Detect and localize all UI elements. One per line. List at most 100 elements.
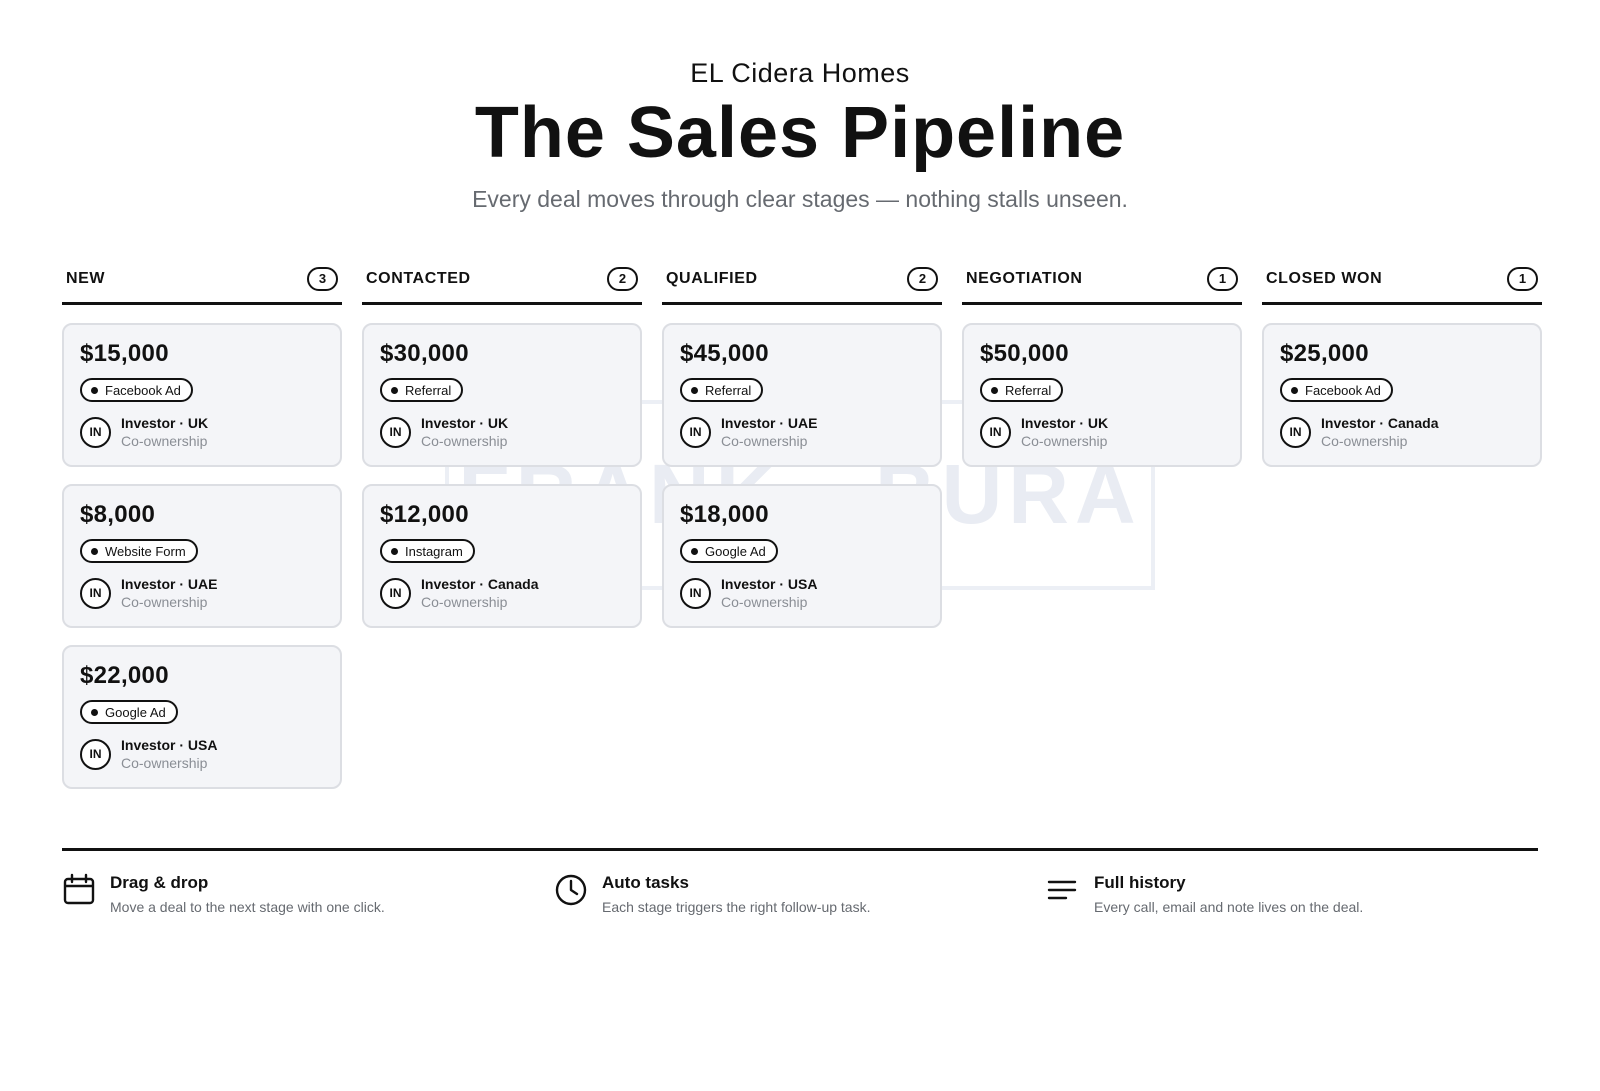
- deal-card[interactable]: $8,000 Website Form IN Investor · UAE Co-…: [62, 484, 342, 628]
- column-count-badge: 3: [307, 266, 338, 291]
- contact-name: Investor · Canada: [1321, 415, 1439, 431]
- contact-name: Investor · USA: [121, 737, 218, 753]
- column-header: NEGOTIATION 1: [962, 255, 1242, 305]
- feature-auto-tasks: Auto tasks Each stage triggers the right…: [554, 873, 1046, 915]
- feature-description: Each stage triggers the right follow-up …: [602, 899, 871, 915]
- avatar: IN: [80, 577, 111, 609]
- deal-amount: $8,000: [80, 501, 156, 528]
- source-tag: Website Form: [80, 539, 198, 563]
- deal-type: Co-ownership: [121, 755, 208, 771]
- deal-contact: IN Investor · UK Co-ownership: [80, 414, 324, 450]
- stage-column-closed-won: CLOSED WON 1 $25,000 Facebook Ad IN Inve…: [1262, 255, 1542, 806]
- deal-contact: IN Investor · USA Co-ownership: [680, 575, 924, 611]
- deal-card[interactable]: $12,000 Instagram IN Investor · Canada Co…: [362, 484, 642, 628]
- source-tag: Google Ad: [680, 539, 778, 563]
- deal-contact: IN Investor · UAE Co-ownership: [80, 575, 324, 611]
- page-title: The Sales Pipeline: [474, 93, 1126, 173]
- deal-card[interactable]: $15,000 Facebook Ad IN Investor · UK Co-o…: [62, 323, 342, 467]
- contact-name: Investor · UK: [121, 415, 209, 431]
- deal-amount: $12,000: [380, 501, 469, 528]
- deal-card[interactable]: $18,000 Google Ad IN Investor · USA Co-ow…: [662, 484, 942, 628]
- source-label: Referral: [1005, 382, 1052, 398]
- avatar: IN: [1280, 416, 1311, 448]
- dot-icon: [691, 386, 698, 394]
- calendar-icon: [63, 873, 95, 905]
- avatar: IN: [680, 577, 711, 609]
- deal-contact: IN Investor · USA Co-ownership: [80, 736, 324, 772]
- column-header: NEW 3: [62, 255, 342, 305]
- section-divider: [62, 848, 1538, 851]
- source-label: Referral: [405, 382, 452, 398]
- source-label: Google Ad: [105, 704, 166, 720]
- contact-name: Investor · UAE: [121, 576, 218, 592]
- contact-name: Investor · UK: [1021, 415, 1109, 431]
- feature-description: Move a deal to the next stage with one c…: [110, 899, 385, 915]
- source-label: Referral: [705, 382, 752, 398]
- feature-title: Full history: [1094, 873, 1186, 892]
- contact-name: Investor · Canada: [421, 576, 539, 592]
- column-count-badge: 2: [607, 266, 638, 291]
- source-tag: Referral: [680, 378, 764, 402]
- deal-contact: IN Investor · Canada Co-ownership: [380, 575, 624, 611]
- avatar: IN: [380, 416, 411, 448]
- feature-description: Every call, email and note lives on the …: [1094, 899, 1364, 915]
- column-title: QUALIFIED: [666, 269, 758, 287]
- deal-card[interactable]: $25,000 Facebook Ad IN Investor · Canada…: [1262, 323, 1542, 467]
- list-lines-icon: [1047, 880, 1077, 900]
- avatar: IN: [680, 416, 711, 448]
- deal-amount: $15,000: [80, 340, 169, 367]
- deal-type: Co-ownership: [121, 433, 208, 449]
- deal-contact: IN Investor · Canada Co-ownership: [1280, 414, 1524, 450]
- deal-card[interactable]: $30,000 Referral IN Investor · UK Co-owne…: [362, 323, 642, 467]
- source-tag: Facebook Ad: [80, 378, 193, 402]
- stage-column-negotiation: NEGOTIATION 1 $50,000 Referral IN Invest…: [962, 255, 1242, 806]
- column-count-badge: 2: [907, 266, 938, 291]
- dot-icon: [1291, 386, 1298, 394]
- deal-type: Co-ownership: [121, 594, 208, 610]
- dot-icon: [91, 547, 98, 555]
- column-title: CLOSED WON: [1266, 269, 1383, 287]
- column-count-badge: 1: [1207, 266, 1238, 291]
- column-count-badge: 1: [1507, 266, 1538, 291]
- dot-icon: [991, 386, 998, 394]
- deal-type: Co-ownership: [721, 594, 808, 610]
- avatar: IN: [80, 416, 111, 448]
- avatar: IN: [80, 738, 111, 770]
- dot-icon: [391, 547, 398, 555]
- brand-name: EL Cidera Homes: [690, 58, 910, 88]
- avatar: IN: [380, 577, 411, 609]
- deal-type: Co-ownership: [421, 594, 508, 610]
- source-label: Google Ad: [705, 543, 766, 559]
- page-subtitle: Every deal moves through clear stages — …: [472, 186, 1128, 212]
- deal-amount: $25,000: [1280, 340, 1369, 367]
- deal-contact: IN Investor · UK Co-ownership: [380, 414, 624, 450]
- deal-card[interactable]: $45,000 Referral IN Investor · UAE Co-own…: [662, 323, 942, 467]
- feature-full-history: Full history Every call, email and note …: [1046, 873, 1538, 915]
- contact-name: Investor · USA: [721, 576, 818, 592]
- column-title: NEGOTIATION: [966, 269, 1083, 287]
- source-label: Website Form: [105, 543, 186, 559]
- deal-type: Co-ownership: [1021, 433, 1108, 449]
- contact-name: Investor · UK: [421, 415, 509, 431]
- feature-title: Auto tasks: [602, 873, 689, 892]
- stage-column-contacted: CONTACTED 2 $30,000 Referral IN Investor…: [362, 255, 642, 806]
- deal-card[interactable]: $22,000 Google Ad IN Investor · USA Co-ow…: [62, 645, 342, 789]
- deal-amount: $30,000: [380, 340, 469, 367]
- source-tag: Google Ad: [80, 700, 178, 724]
- column-header: CLOSED WON 1: [1262, 255, 1542, 305]
- clock-icon: [555, 874, 587, 906]
- dot-icon: [91, 386, 98, 394]
- source-tag: Facebook Ad: [1280, 378, 1393, 402]
- pipeline-board: NEW 3 $15,000 Facebook Ad IN Investor · …: [62, 255, 1542, 806]
- source-label: Instagram: [405, 543, 463, 559]
- stage-column-new: NEW 3 $15,000 Facebook Ad IN Investor · …: [62, 255, 342, 806]
- deal-type: Co-ownership: [721, 433, 808, 449]
- contact-name: Investor · UAE: [721, 415, 818, 431]
- dot-icon: [691, 547, 698, 555]
- deal-card[interactable]: $50,000 Referral IN Investor · UK Co-owne…: [962, 323, 1242, 467]
- feature-title: Drag & drop: [110, 873, 209, 892]
- deal-amount: $50,000: [980, 340, 1069, 367]
- feature-list: Drag & drop Move a deal to the next stag…: [62, 873, 1538, 915]
- column-header: CONTACTED 2: [362, 255, 642, 305]
- source-tag: Instagram: [380, 539, 475, 563]
